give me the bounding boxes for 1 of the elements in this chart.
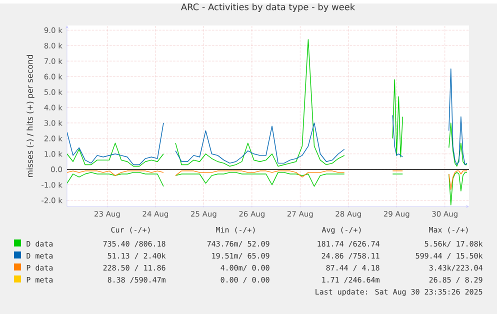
chart-title: ARC - Activities by data type - by week — [180, 3, 356, 12]
